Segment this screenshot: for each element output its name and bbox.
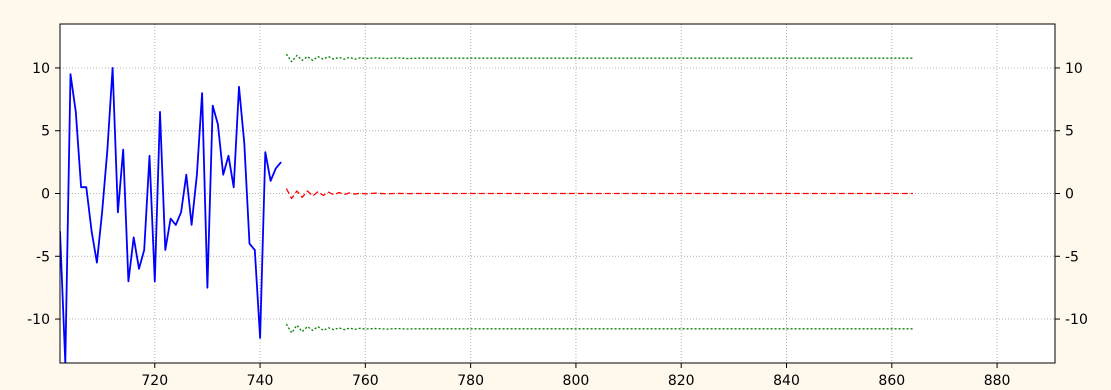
- y-tick-label-left: -10: [27, 312, 50, 328]
- x-tick-label: 820: [668, 373, 695, 389]
- upper-band-series-line: [285, 53, 913, 63]
- y-axis-right: 10 5 0 -5 -10: [1055, 61, 1088, 328]
- y-tick-label-right: 0: [1065, 187, 1074, 203]
- x-tick-label: 760: [352, 373, 379, 389]
- x-tick-label: 740: [247, 373, 274, 389]
- y-tick-label-right: 5: [1065, 124, 1074, 140]
- x-tick-label: 800: [563, 373, 590, 389]
- x-axis: 720 740 760 780 800 820 840 860 880: [141, 363, 1010, 389]
- x-tick-label: 720: [141, 373, 168, 389]
- y-tick-label-left: -5: [36, 249, 50, 265]
- y-tick-label-right: 10: [1065, 61, 1083, 77]
- observed-series-line: [60, 67, 282, 363]
- forecast-series-line: [285, 188, 913, 200]
- x-tick-label: 780: [457, 373, 484, 389]
- y-axis-left: 10 5 0 -5 -10: [27, 61, 60, 328]
- x-tick-label: 860: [878, 373, 905, 389]
- grid: [60, 24, 1055, 363]
- x-tick-label: 840: [773, 373, 800, 389]
- series-layer: [60, 53, 913, 363]
- x-tick-label: 880: [984, 373, 1011, 389]
- lower-band-series-line: [285, 323, 913, 334]
- y-tick-label-left: 10: [32, 61, 50, 77]
- y-tick-label-left: 0: [41, 187, 50, 203]
- y-tick-label-right: -10: [1065, 312, 1088, 328]
- y-tick-label-left: 5: [41, 124, 50, 140]
- y-tick-label-right: -5: [1065, 249, 1079, 265]
